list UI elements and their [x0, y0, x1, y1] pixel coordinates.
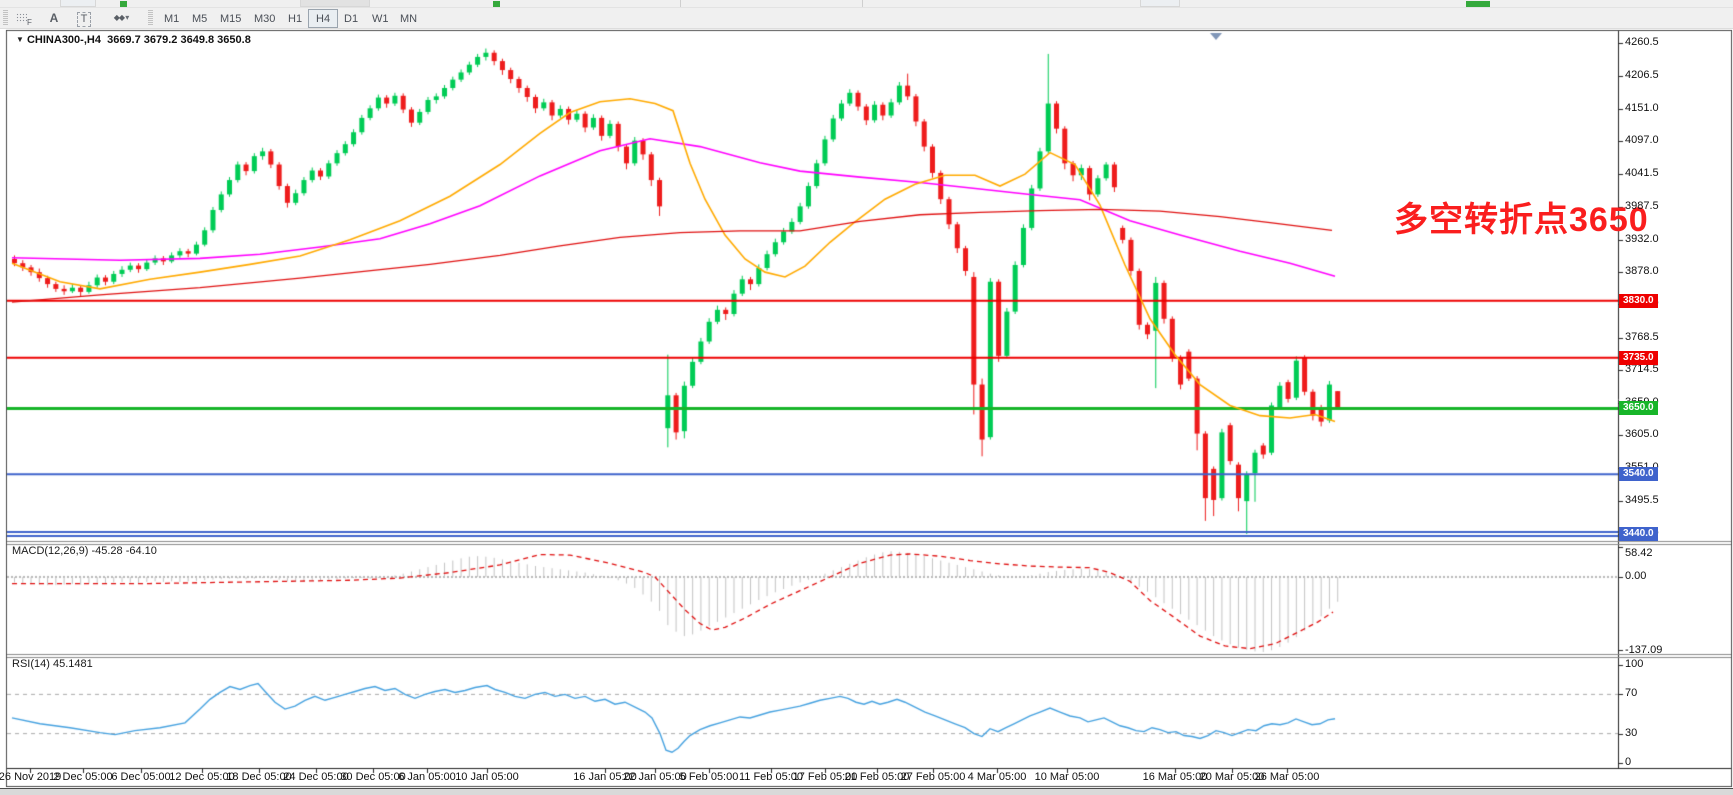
rsi-scale-tick: 70 — [1625, 687, 1638, 700]
rsi-scale-tick: 0 — [1625, 756, 1632, 768]
annotation-text[interactable]: 多空转折点3650 — [1394, 201, 1649, 239]
price-scale-tick: 3932.0 — [1625, 232, 1659, 245]
chart-symbol-period: CHINA300-,H4 — [26, 34, 101, 46]
time-axis-label: 6 Jan 05:00 — [398, 771, 456, 783]
price-line-tag[interactable]: 3830.0 — [1619, 293, 1658, 308]
time-axis-label: 22 Jan 05:00 — [623, 771, 687, 783]
time-axis-label: 2 Dec 05:00 — [53, 771, 113, 783]
price-scale-tick: 4151.0 — [1625, 101, 1659, 114]
time-axis-label: 26 Nov 2019 — [0, 771, 62, 783]
price-scale-tick: 3605.0 — [1625, 428, 1659, 441]
rsi-scale-tick: 100 — [1625, 658, 1644, 670]
price-scale-tick: 4260.5 — [1625, 36, 1659, 49]
macd-indicator-label: MACD(12,26,9) -45.28 -64.10 — [12, 545, 157, 557]
price-scale-tick: 4097.0 — [1625, 134, 1659, 147]
chart-dropdown-icon[interactable]: ▼ — [16, 35, 24, 44]
time-axis-label: 26 Mar 05:00 — [1254, 771, 1320, 783]
status-bar-partial — [0, 788, 1733, 795]
price-line-tag[interactable]: 3540.0 — [1619, 467, 1658, 482]
price-scale-tick: 3768.5 — [1625, 330, 1659, 343]
price-line-tag[interactable]: 3440.0 — [1619, 527, 1658, 542]
time-axis-label: 16 Jan 05:00 — [573, 771, 637, 783]
time-axis-label: 16 Mar 05:00 — [1142, 771, 1208, 783]
chart-ohlc-readout: 3669.7 3679.2 3649.8 3650.8 — [107, 34, 251, 46]
time-axis-label: 18 Dec 05:00 — [226, 771, 292, 783]
macd-scale-tick: 58.42 — [1625, 547, 1653, 559]
price-scale-tick: 4206.5 — [1625, 68, 1659, 81]
macd-scale-tick: 0.00 — [1625, 569, 1647, 582]
time-axis-label: 10 Mar 05:00 — [1034, 771, 1100, 783]
time-axis-label: 17 Feb 05:00 — [792, 771, 858, 783]
time-axis-label: 6 Dec 05:00 — [111, 771, 171, 783]
price-line-tag[interactable]: 3650.0 — [1619, 401, 1658, 416]
time-axis-label: 5 Feb 05:00 — [679, 771, 739, 783]
rsi-indicator-label: RSI(14) 45.1481 — [12, 658, 93, 670]
time-axis-label: 4 Mar 05:00 — [967, 771, 1027, 783]
macd-scale-tick: -137.09 — [1625, 644, 1663, 656]
price-scale-tick: 3714.5 — [1625, 362, 1659, 375]
time-axis-label: 21 Feb 05:00 — [844, 771, 910, 783]
time-axis-label: 30 Dec 05:00 — [340, 771, 406, 783]
rsi-scale-tick: 30 — [1625, 726, 1638, 739]
price-scale-tick: 3878.0 — [1625, 265, 1659, 278]
time-axis-label: 11 Feb 05:00 — [738, 771, 804, 783]
time-axis-label: 24 Dec 05:00 — [283, 771, 349, 783]
price-scale-tick: 3987.5 — [1625, 199, 1659, 212]
price-line-tag[interactable]: 3735.0 — [1619, 350, 1658, 365]
time-axis-label: 20 Mar 05:00 — [1199, 771, 1265, 783]
price-scale-tick: 4041.5 — [1625, 167, 1659, 180]
time-axis-label: 10 Jan 05:00 — [455, 771, 519, 783]
chart-title: ▼ CHINA300-,H4 3669.7 3679.2 3649.8 3650… — [16, 34, 251, 46]
price-scale-tick: 3495.5 — [1625, 493, 1659, 506]
time-axis-label: 12 Dec 05:00 — [169, 771, 235, 783]
time-axis-label: 27 Feb 05:00 — [900, 771, 966, 783]
